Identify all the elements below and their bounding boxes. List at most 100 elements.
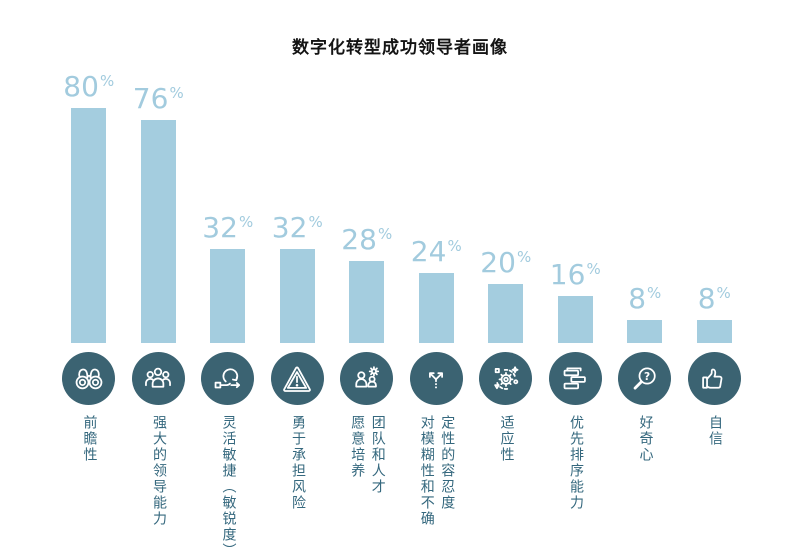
bar-column: 8 % 自信 — [680, 70, 750, 558]
priority-layers-icon — [563, 366, 587, 389]
bar — [488, 284, 524, 343]
bar-value-number: 80 — [63, 70, 99, 103]
bar-value-label: 32 % — [272, 214, 323, 242]
team-icon — [145, 367, 172, 388]
bar-value-label: 76 % — [132, 81, 184, 115]
bar-category-label: 愿意培养 团队和人才 — [348, 415, 386, 495]
adapt-gear-icon — [493, 365, 519, 390]
percent-sign: % — [447, 236, 462, 255]
binoculars-icon — [75, 368, 103, 389]
bar-value-number: 24 — [410, 234, 447, 268]
bar-column: 28 % 愿意培养 团队和人才 — [332, 70, 402, 558]
bar-value-number: 16 — [549, 258, 586, 291]
bar-value-label: 8 % — [628, 281, 661, 315]
bar-column: 16 % 优先排序能力 — [541, 70, 611, 558]
bar-value-number: 76 — [132, 81, 169, 115]
bar-value-number: 20 — [480, 246, 516, 280]
bar-area: 16 % — [550, 70, 601, 343]
icon-circle — [201, 352, 255, 405]
category-label-column: 定性的容忍度 — [439, 415, 456, 511]
magnifier-question-icon: ? — [633, 366, 656, 389]
bar-area: 32 % — [272, 70, 323, 343]
bar — [279, 249, 315, 343]
icon-circle — [131, 352, 185, 405]
chart-columns: 80 % 前瞻性 76 % 强大的领导能力 32 % 灵活敏捷（敏锐度） — [54, 70, 749, 558]
category-label-column: 优先排序能力 — [568, 415, 584, 511]
bar-column: 76 % 强大的领导能力 — [124, 70, 194, 558]
bar-category-label: 灵活敏捷（敏锐度） — [219, 415, 237, 558]
bar-value-label: 8 % — [697, 281, 731, 315]
bar-category-label: 好奇心 — [636, 415, 654, 463]
icon-circle — [409, 352, 463, 405]
category-label-column: 自信 — [707, 415, 723, 447]
bar-value-number: 32 — [202, 211, 238, 244]
bar-area: 76 % — [133, 70, 184, 343]
thumbs-up-icon — [702, 368, 723, 389]
icon-circle — [479, 352, 533, 405]
icon-circle — [340, 352, 394, 405]
bar — [349, 260, 385, 343]
percent-sign: % — [99, 72, 115, 90]
bar-value-label: 20 % — [480, 249, 531, 277]
bar-value-label: 32 % — [202, 214, 253, 242]
percent-sign: % — [516, 248, 532, 267]
percent-sign: % — [586, 260, 601, 278]
percent-sign: % — [238, 213, 254, 231]
bar-value-number: 28 — [341, 222, 377, 256]
category-label-column: 好奇心 — [637, 415, 654, 463]
bar-value-number: 8 — [697, 281, 716, 315]
bar-area: 8 % — [627, 70, 663, 343]
category-label-column: 团队和人才 — [369, 415, 386, 495]
bar-area: 32 % — [202, 70, 253, 343]
bar — [696, 319, 732, 343]
category-label-column: 强大的领导能力 — [151, 415, 167, 527]
bar-category-label: 强大的领导能力 — [150, 415, 167, 527]
bar-area: 28 % — [341, 70, 392, 343]
bar-value-label: 16 % — [550, 261, 601, 289]
icon-circle — [270, 352, 324, 405]
category-label-column: 对模糊性和不确 — [418, 415, 435, 527]
team-gear-icon — [355, 365, 379, 388]
category-label-column: 勇于承担风险 — [290, 415, 306, 511]
percent-sign: % — [716, 283, 731, 302]
bar-category-label: 优先排序能力 — [567, 415, 584, 511]
category-label-column: 前瞻性 — [81, 415, 98, 463]
icon-circle — [548, 352, 602, 405]
bar-area: 8 % — [696, 70, 732, 343]
percent-sign: % — [308, 213, 323, 231]
chart-title: 数字化转型成功领导者画像 — [292, 38, 508, 58]
bar-value-label: 28 % — [341, 222, 393, 256]
icon-circle — [62, 352, 116, 405]
bar-category-label: 对模糊性和不确 定性的容忍度 — [417, 415, 456, 527]
category-label-column: 愿意培养 — [349, 415, 366, 479]
bar-column: 20 % 适应性 — [471, 70, 541, 558]
bar — [210, 249, 246, 343]
bar-column: 8 % ? 好奇心 — [610, 70, 680, 558]
bar-value-label: 24 % — [410, 234, 462, 268]
bar-area: 80 % — [63, 70, 114, 343]
bar — [557, 296, 593, 343]
bar-value-label: 80 % — [63, 73, 114, 101]
bar — [71, 108, 107, 343]
bar-category-label: 勇于承担风险 — [289, 415, 306, 511]
agile-loop-icon — [214, 367, 240, 388]
percent-sign: % — [169, 83, 184, 102]
fork-arrows-icon — [429, 371, 444, 388]
bar-area: 20 % — [480, 70, 531, 343]
bar-category-label: 自信 — [706, 415, 723, 447]
bar-category-label: 适应性 — [497, 415, 515, 463]
bar — [418, 272, 454, 343]
bar-value-number: 32 — [271, 211, 308, 244]
icon-circle — [687, 352, 741, 405]
bar-category-label: 前瞻性 — [80, 415, 98, 463]
category-label-column: 灵活敏捷（敏锐度） — [220, 415, 237, 558]
bar — [140, 119, 176, 343]
category-label-column: 适应性 — [498, 415, 515, 463]
bar-value-number: 8 — [628, 281, 647, 315]
percent-sign: % — [377, 224, 393, 243]
bar-column: 24 % 对模糊性和不确 定性的容忍度 — [402, 70, 472, 558]
bar-column: 32 % 灵活敏捷（敏锐度） — [193, 70, 263, 558]
icon-circle: ? — [618, 352, 672, 405]
svg-text:?: ? — [644, 369, 650, 382]
